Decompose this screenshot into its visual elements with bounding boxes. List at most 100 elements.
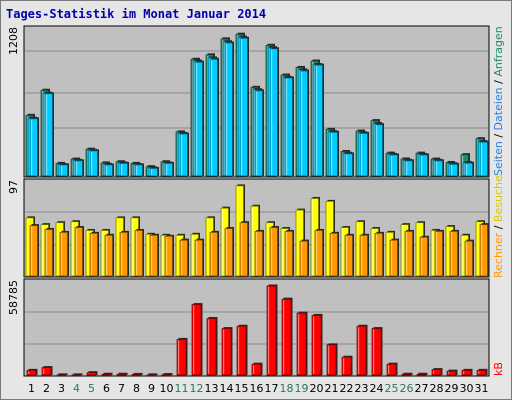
x-tick-label-day-17: 17	[265, 382, 279, 395]
bar-rechner-day-22	[344, 233, 354, 277]
legend-hits: Seiten / Dateien / Anfragen	[492, 26, 505, 176]
bar-seiten-day-12	[194, 60, 204, 177]
bar-rechner-day-20	[314, 228, 324, 277]
legend-separator: /	[492, 77, 505, 88]
bar-seiten-day-19	[299, 69, 309, 177]
chart-title: Tages-Statistik im Monat Januar 2014	[6, 7, 267, 21]
bar-rechner-day-12	[194, 238, 204, 277]
x-tick-label-day-9: 9	[148, 382, 155, 395]
bar-kb-day-24	[371, 327, 383, 376]
bar-rechner-day-23	[359, 233, 369, 277]
x-tick-label-day-25: 25	[385, 382, 399, 395]
legend-besuche: Besuche	[492, 175, 505, 222]
legend-kb: kB	[492, 362, 505, 376]
bar-rechner-day-3	[59, 230, 69, 277]
bar-seiten-day-11	[179, 132, 189, 177]
x-tick-label-day-28: 28	[430, 382, 444, 395]
bar-seiten-day-20	[314, 63, 324, 177]
x-tick-label-day-3: 3	[58, 382, 65, 395]
bar-seiten-day-9	[149, 166, 159, 177]
bar-rechner-day-11	[179, 238, 189, 277]
bar-rechner-day-29	[449, 229, 459, 277]
bar-seiten-day-29	[449, 162, 459, 177]
bar-seiten-day-17	[269, 47, 279, 177]
x-tick-label-day-20: 20	[310, 382, 324, 395]
bar-kb-day-26	[401, 372, 413, 376]
x-tick-label-day-29: 29	[445, 382, 459, 395]
bar-kb-day-18	[281, 297, 293, 376]
bar-kb-day-27	[416, 372, 428, 376]
bar-rechner-day-24	[374, 231, 384, 277]
x-tick-label-day-30: 30	[460, 382, 474, 395]
bar-kb-day-23	[356, 324, 368, 376]
legend-rechner: Rechner	[492, 232, 505, 278]
x-tick-label-day-6: 6	[103, 382, 110, 395]
bar-seiten-day-21	[329, 130, 339, 177]
bar-seiten-day-15	[239, 36, 249, 177]
x-tick-label-day-15: 15	[235, 382, 249, 395]
bar-kb-day-22	[341, 355, 353, 376]
bar-kb-day-1	[26, 368, 38, 376]
legend-dateien: Dateien	[492, 87, 505, 130]
bar-kb-day-25	[386, 362, 398, 376]
x-tick-label-day-21: 21	[325, 382, 339, 395]
x-tick-label-day-4: 4	[73, 382, 80, 395]
x-tick-label-day-13: 13	[205, 382, 219, 395]
bar-seiten-day-3	[59, 163, 69, 177]
panel-kb	[23, 278, 490, 377]
bar-kb-day-17	[266, 284, 278, 376]
x-tick-label-day-7: 7	[118, 382, 125, 395]
bar-kb-day-6	[101, 372, 113, 376]
bar-rechner-day-4	[74, 226, 84, 277]
bar-kb-day-30	[461, 368, 473, 376]
bar-seiten-day-6	[104, 163, 114, 177]
bar-seiten-day-31	[479, 140, 489, 177]
y-max-label-kb: 58785	[7, 280, 20, 315]
bar-kb-day-9	[146, 373, 158, 376]
bar-seiten-day-16	[254, 89, 264, 177]
x-tick-label-day-12: 12	[190, 382, 204, 395]
bar-kb-day-8	[131, 372, 143, 376]
bar-kb-day-2	[41, 366, 53, 376]
bar-kb-day-14	[221, 327, 233, 376]
bar-rechner-day-5	[89, 231, 99, 277]
bar-rechner-day-14	[224, 227, 234, 277]
x-tick-label-day-18: 18	[280, 382, 294, 395]
bar-kb-day-13	[206, 316, 218, 376]
bar-rechner-day-7	[119, 230, 129, 277]
bar-seiten-day-26	[404, 159, 414, 177]
bar-seiten-day-5	[89, 149, 99, 177]
bar-rechner-day-9	[149, 233, 159, 277]
bar-seiten-day-18	[284, 76, 294, 177]
legend-separator: /	[492, 130, 505, 141]
bar-rechner-day-2	[44, 227, 54, 277]
x-tick-label-day-5: 5	[88, 382, 95, 395]
bar-seiten-day-8	[134, 163, 144, 177]
bar-kb-day-11	[176, 337, 188, 376]
legend-kb: kB	[492, 362, 505, 376]
bar-rechner-day-30	[464, 239, 474, 277]
x-tick-label-day-11: 11	[175, 382, 189, 395]
bar-kb-day-20	[311, 313, 323, 376]
bar-kb-day-15	[236, 324, 248, 376]
x-tick-label-day-26: 26	[400, 382, 414, 395]
bar-kb-day-7	[116, 372, 128, 376]
x-tick-label-day-8: 8	[133, 382, 140, 395]
x-tick-label-day-31: 31	[475, 382, 489, 395]
bar-kb-day-21	[326, 343, 338, 376]
y-max-label-hits: 1208	[7, 27, 20, 55]
bar-seiten-day-25	[389, 153, 399, 177]
bar-seiten-day-7	[119, 161, 129, 177]
bar-kb-day-29	[446, 369, 458, 376]
bar-rechner-day-1	[29, 224, 39, 277]
bar-kb-day-3	[56, 373, 68, 376]
bar-seiten-day-4	[74, 159, 84, 177]
bar-rechner-day-8	[134, 228, 144, 277]
bar-kb-day-28	[431, 368, 443, 376]
bar-rechner-day-17	[269, 226, 279, 277]
bar-seiten-day-30	[464, 161, 474, 177]
x-tick-label-day-19: 19	[295, 382, 309, 395]
bar-kb-day-12	[191, 303, 203, 376]
bar-rechner-day-18	[284, 229, 294, 277]
bar-seiten-day-2	[44, 92, 54, 177]
